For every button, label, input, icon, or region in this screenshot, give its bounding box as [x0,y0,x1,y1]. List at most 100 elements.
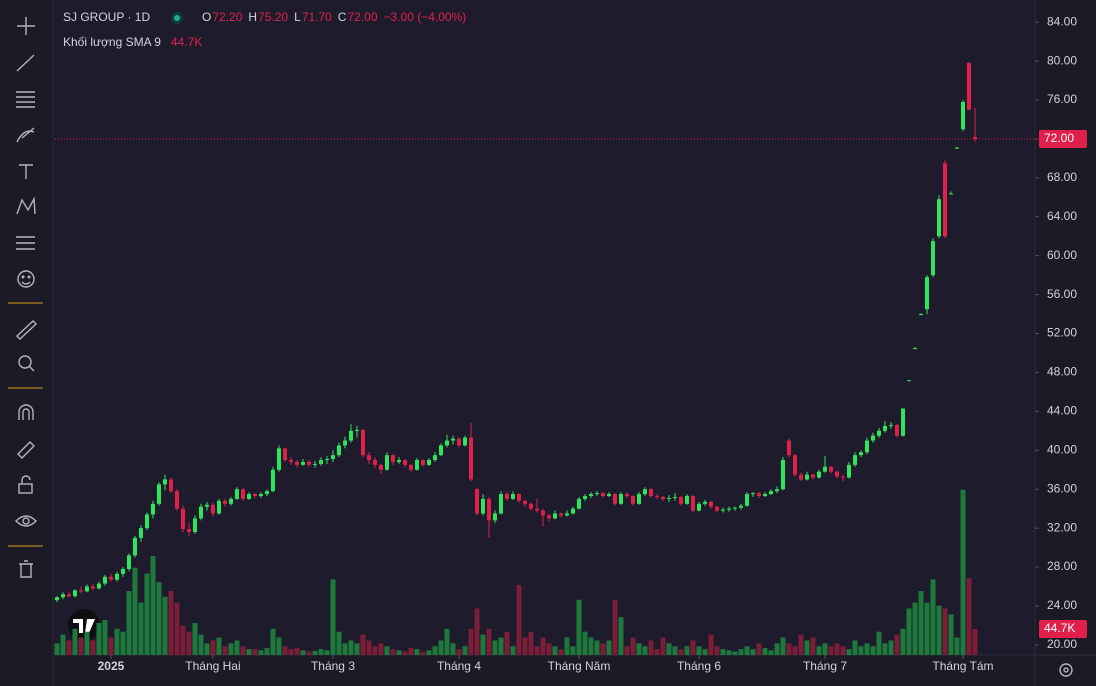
last-volume-tag [1039,619,1087,638]
volume-bar [318,649,324,655]
volume-bar [678,649,684,655]
candle-body [588,494,593,497]
volume-bar [702,649,708,655]
volume-bar [108,637,114,655]
volume-bar [648,640,654,655]
volume-bars [54,489,978,655]
magnet-tool[interactable] [18,404,34,420]
candle-body [366,455,371,461]
volume-bar [372,646,378,655]
visibility-tool[interactable] [15,515,37,527]
y-tick-label: 76.00 [1047,92,1077,106]
y-tick-label: 48.00 [1047,365,1077,379]
volume-bar [816,646,822,655]
x-tick-label: Tháng Hai [185,659,240,673]
emoji-tool[interactable] [17,270,35,288]
candle-body [864,440,869,453]
volume-bar [972,628,978,655]
volume-bar [348,640,354,655]
candle-body [882,425,887,431]
volume-bar [162,596,168,655]
volume-bar [720,649,726,655]
candle-body [906,380,911,382]
volume-bar [888,640,894,655]
volume-bar [366,640,372,655]
crosshair-tool[interactable] [17,17,35,35]
settings-button[interactable] [1059,663,1073,677]
candle-body [618,494,623,504]
y-tick-label: 84.00 [1047,14,1077,28]
volume-bar [690,640,696,655]
trend-line-tool[interactable] [16,54,35,72]
volume-bar [624,646,630,655]
volume-bar [276,637,282,655]
volume-bar [762,648,768,655]
candle-body [450,438,455,441]
volume-bar [600,643,606,655]
candle-body [66,594,71,597]
volume-bar [666,643,672,655]
pattern-tool[interactable] [16,196,36,215]
candle-body [702,501,707,504]
candle-body [420,460,425,465]
volume-bar [168,591,174,655]
volume-bar [576,599,582,655]
last-volume-label: 44.7K [1044,621,1075,635]
volume-bar [948,614,954,655]
candle-body [720,509,725,511]
candle-body [858,452,863,456]
volume-bar [54,643,60,655]
candle-body [630,496,635,504]
candle-body [696,503,701,511]
volume-bar [336,631,342,655]
volume-bar [498,637,504,655]
volume-bar [882,643,888,655]
volume-bar [870,646,876,655]
volume-bar [330,579,336,655]
candle-body [144,514,149,529]
volume-bar [486,628,492,655]
volume-bar [150,556,156,655]
candle-body [960,101,965,130]
lock-tool[interactable] [18,475,33,494]
candle-body [342,440,347,446]
volume-bar [234,640,240,655]
brush-tool[interactable] [16,127,35,143]
ruler-tool[interactable] [15,320,38,340]
y-tick-label: 32.00 [1047,520,1077,534]
candle-body [234,489,239,499]
volume-bar [924,602,930,655]
candle-body [780,460,785,490]
volume-bar [462,646,468,655]
volume-bar [672,646,678,655]
candle-body [102,576,107,584]
volume-bar [120,631,126,655]
volume-bar [714,646,720,655]
volume-bar [726,650,732,655]
volume-bar [312,650,318,655]
candle-body [426,460,431,465]
volume-bar [960,489,966,655]
candle-body [828,466,833,472]
fib-tool[interactable] [16,91,35,108]
volume-bar [444,628,450,655]
volume-bar [414,649,420,655]
volume-title: Khối lượng SMA 9 [63,35,161,49]
volume-bar [660,637,666,655]
candle-body [72,590,77,597]
zoom-tool[interactable] [18,355,35,372]
ohlc-value: 75.20 [258,10,288,24]
change-value: −3.00 (−4.00%) [384,10,467,24]
ohlc-prefix: O [202,10,211,24]
volume-bar [60,634,66,655]
delete-tool[interactable] [19,560,33,578]
candle-body [108,576,113,580]
prediction-tool[interactable] [16,236,35,250]
candle-body [918,314,923,316]
lock-drawing-tool[interactable] [17,441,35,459]
text-tool[interactable] [19,164,33,179]
volume-bar [534,646,540,655]
y-tick-label: 40.00 [1047,442,1077,456]
candle-body [264,491,269,495]
volume-bar [744,646,750,655]
